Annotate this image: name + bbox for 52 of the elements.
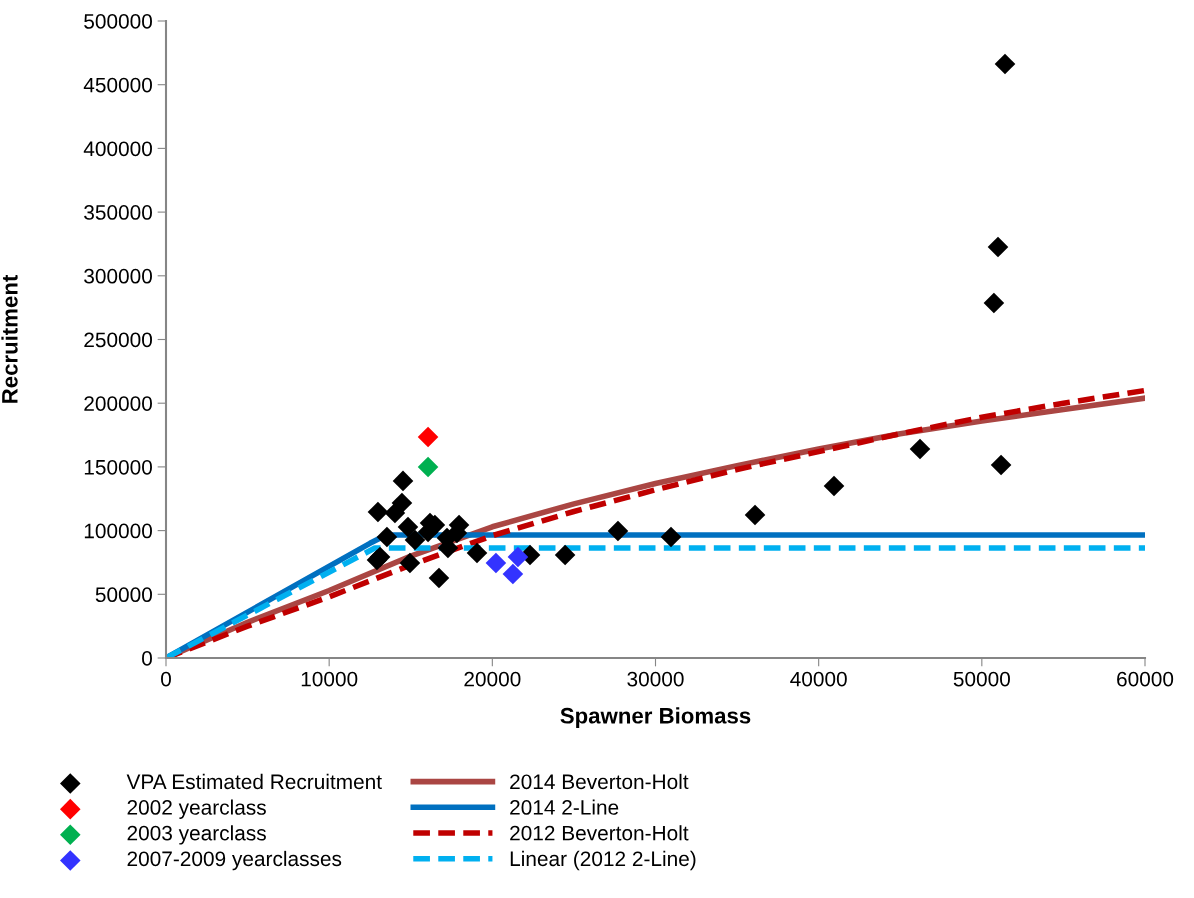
y-axis-title: Recruitment xyxy=(1,274,18,403)
y-tick-label: 200000 xyxy=(84,396,152,411)
point xyxy=(399,552,421,574)
x-tick-label: 0 xyxy=(161,671,171,687)
y-tick-label: 100000 xyxy=(84,523,152,539)
y-tick-label: 350000 xyxy=(84,205,152,220)
point xyxy=(417,456,439,478)
x-tick-label: 10000 xyxy=(301,671,358,687)
legend-label: Linear (2012 2-Line) xyxy=(510,850,696,871)
legend-label: 2014 2-Line xyxy=(510,799,619,815)
y-tick-label: 0 xyxy=(142,651,152,666)
point xyxy=(607,520,629,542)
point xyxy=(397,516,419,538)
point xyxy=(554,544,576,566)
point xyxy=(744,504,766,526)
y-tick-label: 500000 xyxy=(84,14,152,29)
x-tick-label: 50000 xyxy=(953,671,1010,687)
legend-label: 2002 yearclass xyxy=(127,799,266,819)
point xyxy=(384,502,406,524)
legend-label: 2003 yearclass xyxy=(127,825,266,845)
point xyxy=(466,542,488,564)
x-tick-label: 20000 xyxy=(464,671,521,687)
point xyxy=(376,526,398,548)
point xyxy=(392,470,414,492)
y-tick-label: 150000 xyxy=(84,459,152,475)
point xyxy=(507,546,529,568)
point xyxy=(367,501,389,523)
point xyxy=(502,563,524,585)
y-tick-label: 50000 xyxy=(95,587,152,603)
x-tick-label: 40000 xyxy=(790,671,847,687)
point xyxy=(660,526,682,548)
legend-label: 2012 Beverton-Holt xyxy=(510,825,689,841)
legend-label: 2014 Beverton-Holt xyxy=(510,773,689,790)
y-tick-label: 400000 xyxy=(83,141,152,157)
y-tick-label: 450000 xyxy=(83,77,152,93)
point xyxy=(909,438,931,460)
point xyxy=(823,475,845,497)
point xyxy=(990,454,1012,476)
x-tick-label: 30000 xyxy=(627,671,684,687)
point xyxy=(428,567,450,589)
point xyxy=(987,236,1009,258)
point xyxy=(417,426,439,448)
point xyxy=(994,53,1016,75)
point xyxy=(485,552,507,574)
legend-label: 2007-2009 yearclasses xyxy=(127,850,342,871)
y-tick-label: 250000 xyxy=(84,332,152,348)
y-tick-label: 300000 xyxy=(84,268,152,284)
point xyxy=(983,292,1005,314)
legend-label: VPA Estimated Recruitment xyxy=(126,773,382,790)
x-axis-title: Spawner Biomass xyxy=(560,707,751,728)
x-tick-label: 60000 xyxy=(1117,671,1174,687)
point xyxy=(404,529,426,551)
